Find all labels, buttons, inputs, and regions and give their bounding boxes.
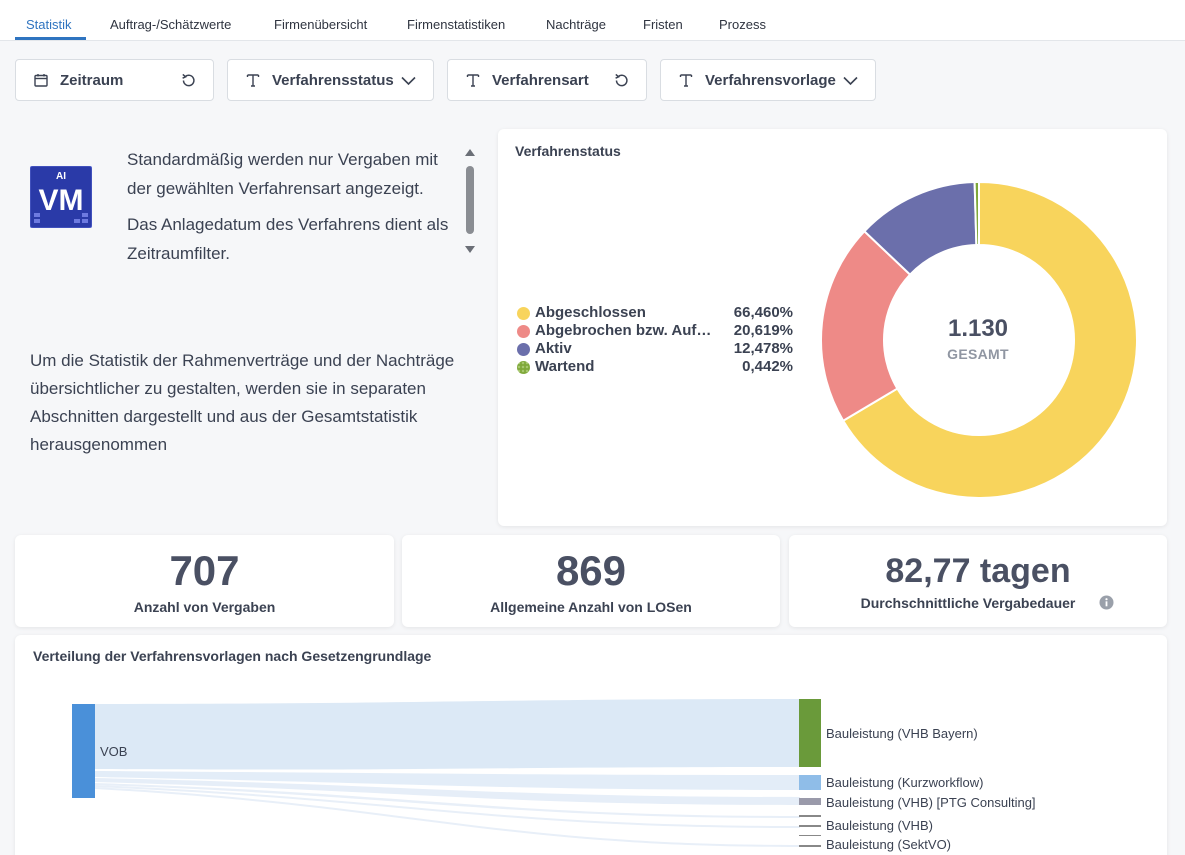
scroll-down-arrow-icon[interactable]: [465, 246, 475, 253]
tab-statistik[interactable]: Statistik: [26, 17, 72, 32]
tab-firmenstatistiken[interactable]: Firmenstatistiken: [407, 17, 506, 32]
sankey-card: Verteilung der Verfahrensvorlagen nach G…: [15, 635, 1167, 855]
verfahrensstatus-label: Verfahrensstatus: [272, 71, 394, 89]
verfahrenstatus-card: Verfahrenstatus Abgeschlossen 66,460% Ab…: [498, 129, 1167, 526]
kpi-value: 869: [555, 547, 627, 594]
kpi-label: Anzahl von Vergaben: [133, 599, 276, 615]
verfahrensvorlage-label: Verfahrensvorlage: [705, 71, 836, 89]
info-text-block: Standardmäßig werden nur Vergaben mit de…: [127, 145, 457, 275]
sankey-diagram: [72, 699, 821, 847]
sankey-node-vhb[interactable]: [799, 825, 821, 827]
tab-auftrag-schaetzwerte[interactable]: Auftrag-/Schätzwerte: [110, 17, 232, 32]
zeitraum-label: Zeitraum: [60, 71, 124, 89]
kpi-value: 82,77 tagen: [885, 552, 1071, 590]
kpi-card-vergabedauer: 82,77 tagen Durchschnittliche Vergabedau…: [789, 535, 1167, 627]
sankey-flow-kurzworkflow: [95, 771, 800, 790]
sankey-flow-ptg: [95, 778, 800, 805]
donut-total-label: GESAMT: [947, 346, 1009, 362]
sankey-node-kurzworkflow[interactable]: [799, 775, 821, 790]
sankey-flow-other: [95, 783, 800, 818]
legend-dot-abgebrochen: [517, 325, 530, 338]
info-icon[interactable]: [1099, 595, 1114, 610]
tab-firmenuebersicht[interactable]: Firmenübersicht: [274, 17, 368, 32]
donut-slice-wartend[interactable]: [973, 180, 980, 247]
info-line-2: Das Anlagedatum des Verfahrens dient als…: [127, 215, 449, 263]
verfahrensart-label: Verfahrensart: [492, 71, 589, 89]
legend-item[interactable]: Aktiv 12,478%: [517, 340, 793, 358]
legend-dot-wartend: [517, 361, 530, 374]
active-tab-indicator: [15, 37, 86, 40]
tab-nachtraege[interactable]: Nachträge: [546, 17, 606, 32]
verfahrensart-filter[interactable]: Verfahrensart: [447, 59, 647, 101]
sankey-label-vob: VOB: [100, 744, 128, 759]
tab-bar: Statistik Auftrag-/Schätzwerte Firmenübe…: [0, 0, 1185, 41]
text-type-icon: [466, 74, 480, 87]
sankey-flow-sektvo: [95, 787, 800, 847]
logo-ai-text: AI: [56, 171, 66, 182]
legend-value: 0,442%: [742, 358, 793, 375]
chevron-down-icon[interactable]: [842, 72, 859, 89]
verfahrenstatus-title: Verfahrenstatus: [515, 143, 621, 159]
sankey-flow-vhb: [95, 785, 800, 828]
legend-dot-aktiv: [517, 343, 530, 356]
tab-fristen[interactable]: Fristen: [643, 17, 683, 32]
text-type-icon: [246, 74, 260, 87]
scrollbar-thumb[interactable]: [466, 166, 474, 234]
legend-value: 20,619%: [733, 322, 793, 339]
sankey-label-target: Bauleistung (SektVO): [826, 837, 952, 852]
legend-item[interactable]: Wartend 0,442%: [517, 358, 793, 376]
verfahrensstatus-filter[interactable]: Verfahrensstatus: [227, 59, 434, 101]
sankey-node-sektvo[interactable]: [799, 845, 821, 847]
sankey-node-small[interactable]: [799, 835, 821, 836]
donut-total-value: 1.130: [947, 315, 1009, 342]
legend-label: Abgebrochen bzw. Aufg...: [535, 322, 715, 339]
sankey-node-vob[interactable]: [72, 704, 95, 798]
kpi-card-vergaben: 707 Anzahl von Vergaben: [15, 535, 394, 627]
ai-vm-logo: AI VM: [30, 166, 92, 228]
legend-item[interactable]: Abgeschlossen 66,460%: [517, 304, 793, 322]
sankey-node-other[interactable]: [799, 815, 821, 817]
logo-vm-text: VM: [39, 184, 84, 217]
status-legend: Abgeschlossen 66,460% Abgebrochen bzw. A…: [517, 304, 793, 376]
legend-value: 66,460%: [733, 304, 793, 321]
sankey-node-vhb-bayern[interactable]: [799, 699, 821, 767]
rahmen-info-text: Um die Statistik der Rahmenverträge und …: [30, 351, 455, 454]
sankey-label-target: Bauleistung (VHB Bayern): [826, 726, 978, 741]
legend-label: Aktiv: [535, 340, 572, 357]
calendar-icon: [34, 74, 48, 87]
legend-label: Wartend: [535, 358, 595, 375]
zeitraum-filter[interactable]: Zeitraum: [15, 59, 214, 101]
kpi-label: Allgemeine Anzahl von LOSen: [490, 599, 692, 615]
sankey-label-target: Bauleistung (Kurzworkflow): [826, 775, 984, 790]
tab-prozess[interactable]: Prozess: [719, 17, 766, 32]
scroll-up-arrow-icon[interactable]: [465, 149, 475, 156]
info-line-1: Standardmäßig werden nur Vergaben mit de…: [127, 150, 438, 198]
status-donut-chart: [820, 180, 1138, 499]
donut-slice-abgeschlossen[interactable]: [841, 180, 1138, 499]
verfahrensvorlage-filter[interactable]: Verfahrensvorlage: [660, 59, 876, 101]
sankey-label-target: Bauleistung (VHB): [826, 818, 933, 833]
reset-icon[interactable]: [180, 72, 197, 89]
chevron-down-icon[interactable]: [400, 72, 417, 89]
legend-dot-abgeschlossen: [517, 307, 530, 320]
legend-label: Abgeschlossen: [535, 304, 646, 321]
sankey-flow-vhb-bayern: [95, 699, 800, 770]
kpi-card-lose: 869 Allgemeine Anzahl von LOSen: [402, 535, 780, 627]
legend-item[interactable]: Abgebrochen bzw. Aufg... 20,619%: [517, 322, 793, 340]
sankey-title: Verteilung der Verfahrensvorlagen nach G…: [33, 648, 432, 664]
sankey-node-ptg[interactable]: [799, 798, 821, 805]
reset-icon[interactable]: [613, 72, 630, 89]
kpi-label: Durchschnittliche Vergabedauer: [860, 595, 1076, 611]
sankey-label-target: Bauleistung (VHB) [PTG Consulting]: [826, 795, 1036, 810]
kpi-value: 707: [169, 547, 240, 594]
legend-value: 12,478%: [733, 340, 793, 357]
text-type-icon: [679, 74, 693, 87]
